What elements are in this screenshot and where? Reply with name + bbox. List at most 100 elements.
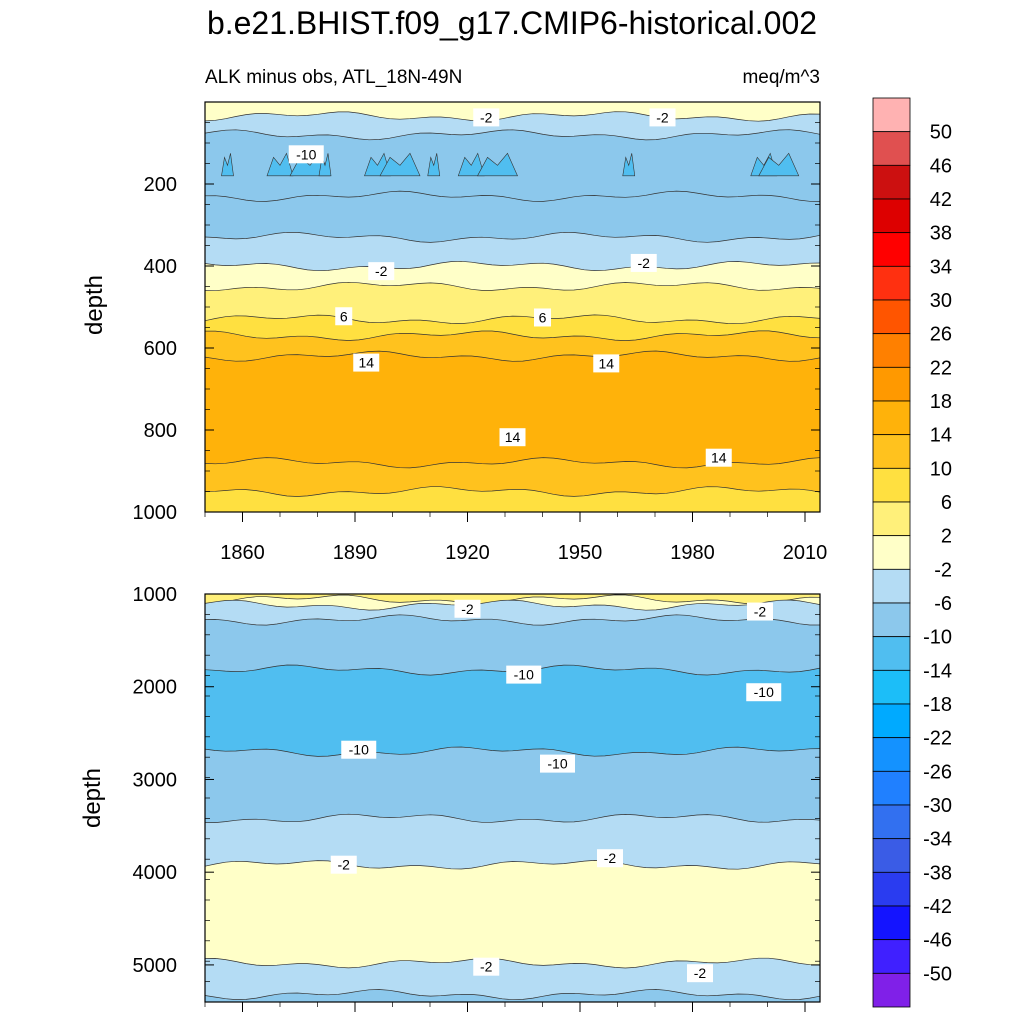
contour-label: 14 bbox=[705, 448, 732, 467]
contour-label-text: -2 bbox=[754, 604, 767, 620]
y-tick-label: 1000 bbox=[133, 502, 178, 524]
colorbar-cell bbox=[872, 804, 911, 840]
y-tick-label: 1000 bbox=[133, 584, 178, 606]
colorbar-cell bbox=[872, 939, 911, 974]
y-tick-label: 200 bbox=[144, 174, 177, 196]
contour-label-text: 6 bbox=[539, 309, 547, 325]
contour-label: -2 bbox=[630, 253, 657, 272]
contour-label-text: 6 bbox=[340, 308, 348, 324]
contour-label-text: -2 bbox=[480, 109, 493, 125]
x-tick-label: 1890 bbox=[333, 542, 378, 564]
contour-band bbox=[205, 594, 820, 605]
contour-label-text: -10 bbox=[296, 146, 316, 162]
colorbar-label: 30 bbox=[930, 290, 952, 312]
contour-patch bbox=[476, 152, 518, 177]
contour-line bbox=[205, 746, 820, 757]
contour-label-text: -10 bbox=[349, 742, 369, 758]
contour-label-bg bbox=[454, 599, 481, 618]
contour-patch bbox=[379, 152, 421, 177]
colorbar-cell bbox=[872, 636, 911, 671]
contour-label-text: -2 bbox=[638, 255, 651, 271]
colorbar-label: 38 bbox=[930, 223, 952, 245]
y-tick-label: 800 bbox=[144, 420, 177, 442]
colorbar-cell bbox=[872, 265, 911, 301]
contour-label: -2 bbox=[473, 957, 500, 976]
contour-label-text: -2 bbox=[461, 601, 474, 617]
contour-label: -10 bbox=[506, 665, 542, 684]
contour-label-text: -2 bbox=[694, 965, 707, 981]
colorbar-cell bbox=[872, 434, 911, 469]
colorbar-cell bbox=[872, 972, 911, 1008]
contour-patch bbox=[758, 152, 800, 177]
contour-label: 6 bbox=[534, 308, 551, 327]
colorbar-label: 26 bbox=[930, 324, 952, 346]
contour-band bbox=[205, 860, 820, 968]
colorbar-label: 34 bbox=[930, 256, 952, 278]
x-tick-label: 2010 bbox=[783, 542, 828, 564]
contour-line bbox=[205, 111, 820, 122]
y-tick-label: 5000 bbox=[133, 955, 178, 977]
colorbar-cell bbox=[872, 905, 911, 941]
colorbar-cell bbox=[872, 131, 911, 166]
colorbar-label: -2 bbox=[934, 559, 952, 581]
contour-label-bg bbox=[630, 253, 657, 272]
contour-label-bg bbox=[288, 145, 324, 164]
colorbar-cell bbox=[872, 669, 911, 705]
contour-band bbox=[205, 232, 820, 271]
field bbox=[205, 102, 820, 512]
contour-label: -2 bbox=[687, 964, 713, 983]
upper-panel: 200 400 600 800 1000 1860 1890 1920 1950 1980 2010… bbox=[133, 101, 828, 564]
colorbar-label: -46 bbox=[923, 930, 952, 952]
colorbar-cell bbox=[872, 602, 911, 638]
contour-label: -10 bbox=[288, 145, 324, 164]
contour-label-bg bbox=[705, 448, 732, 467]
colorbar-label: -22 bbox=[923, 728, 952, 750]
colorbar-cell bbox=[872, 737, 911, 772]
colorbar-label: -18 bbox=[923, 694, 952, 716]
y-tick-label: 600 bbox=[144, 338, 177, 360]
contour-patch bbox=[427, 153, 441, 177]
upper-subtitle-right: meq/m^3 bbox=[742, 67, 820, 88]
contour-label-text: 14 bbox=[358, 355, 374, 371]
contour-label-bg bbox=[353, 353, 380, 372]
contour-label-text: 14 bbox=[711, 450, 727, 466]
colorbar-label: 10 bbox=[930, 458, 952, 480]
colorbar-label: 2 bbox=[941, 526, 952, 548]
y-tick-label: 4000 bbox=[133, 862, 178, 884]
colorbar-cell bbox=[872, 838, 911, 873]
contour-label-bg bbox=[593, 354, 620, 373]
y-tick-label: 2000 bbox=[133, 677, 178, 699]
contour-band bbox=[205, 989, 820, 1002]
upper-ylabel: depth bbox=[81, 275, 108, 335]
contour-patch bbox=[622, 153, 636, 177]
contour-label-bg bbox=[746, 683, 782, 702]
contour-label-bg bbox=[499, 428, 526, 447]
contour-label: -2 bbox=[747, 602, 773, 621]
x-tick-label: 1920 bbox=[445, 542, 490, 564]
contour-label-bg bbox=[506, 665, 542, 684]
colorbar-cell bbox=[872, 770, 911, 806]
colorbar-label: -34 bbox=[923, 829, 952, 851]
contour-label: -2 bbox=[330, 855, 357, 874]
contour-patch bbox=[221, 153, 234, 177]
contour-label-text: -2 bbox=[656, 109, 669, 125]
contour-label-text: 14 bbox=[505, 429, 521, 445]
contour-label-bg bbox=[368, 262, 395, 281]
contour-band bbox=[205, 191, 820, 243]
contour-label-text: 14 bbox=[598, 355, 614, 371]
colorbar-label: 6 bbox=[941, 492, 952, 514]
contour-band bbox=[205, 261, 820, 291]
contour-line bbox=[205, 330, 820, 341]
contour-label-text: -2 bbox=[375, 263, 388, 279]
contour-line bbox=[205, 260, 820, 272]
contour-label-text: -2 bbox=[604, 850, 617, 866]
contour-band bbox=[205, 614, 820, 676]
contour-band bbox=[205, 958, 820, 1000]
contour-label: 14 bbox=[499, 428, 526, 447]
colorbar-label: 50 bbox=[930, 122, 952, 144]
colorbar-cell bbox=[872, 366, 911, 402]
colorbar-label: 14 bbox=[930, 425, 952, 447]
contour-line bbox=[205, 614, 820, 626]
contour-label: -2 bbox=[597, 849, 623, 868]
colorbar-cell bbox=[872, 400, 911, 436]
